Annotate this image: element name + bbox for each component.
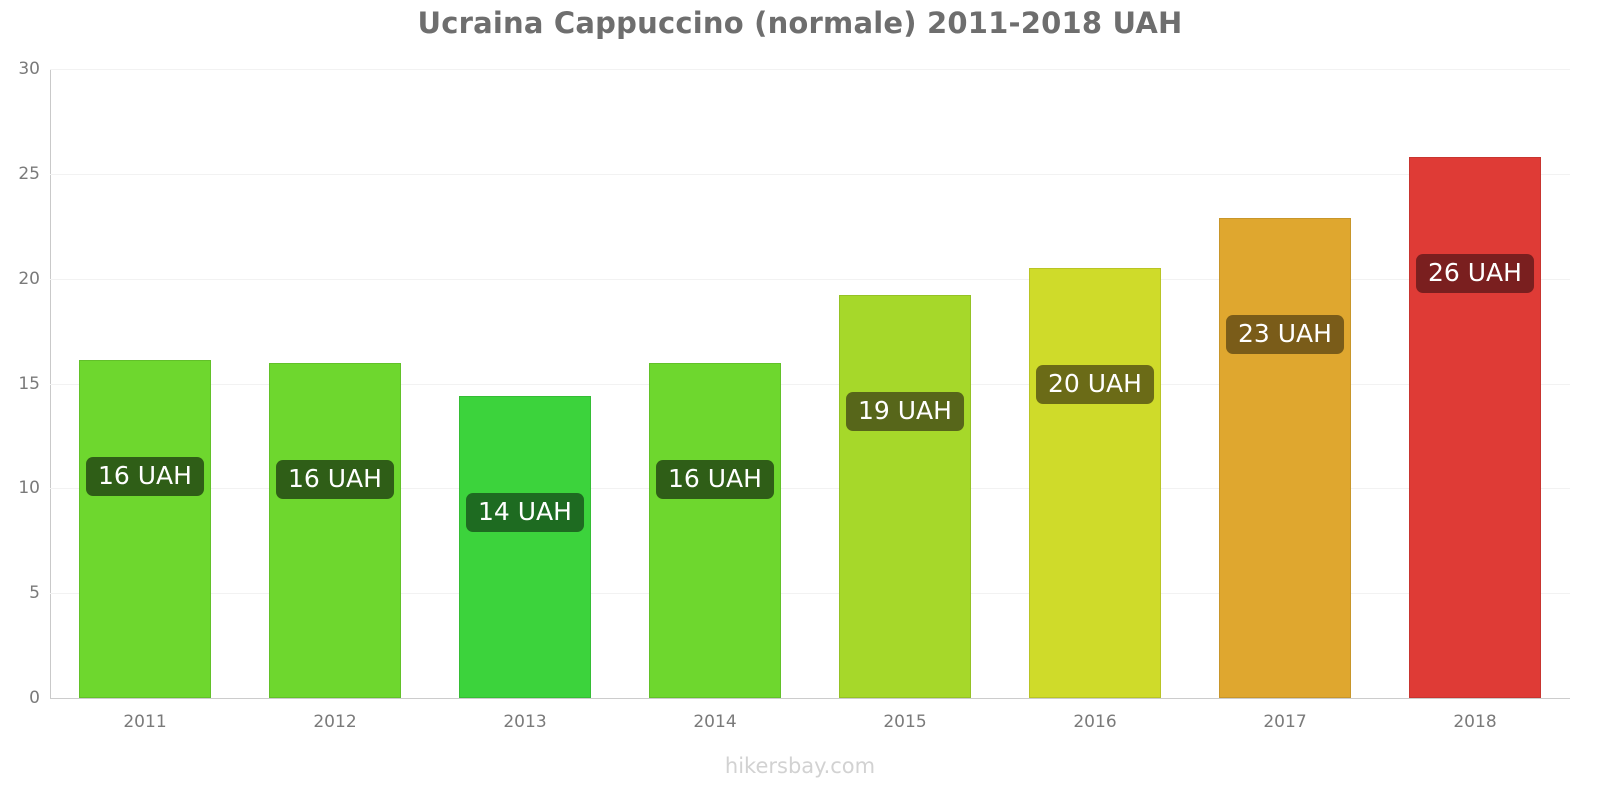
footer-credit: hikersbay.com [724, 754, 876, 778]
bar-value-label: 14 UAH [466, 493, 584, 533]
bar[interactable] [1218, 217, 1352, 698]
bar-value-label: 20 UAH [1036, 365, 1154, 405]
x-axis-tick-label: 2013 [503, 712, 547, 732]
y-axis-tick-label: 5 [29, 583, 40, 604]
bar-column[interactable]: 14 UAH [458, 69, 592, 698]
x-axis-tick-label: 2014 [693, 712, 737, 732]
bar[interactable] [1028, 268, 1162, 698]
bar[interactable] [458, 396, 592, 698]
chart-title: Ucraina Cappuccino (normale) 2011-2018 U… [417, 6, 1183, 40]
bar[interactable] [838, 295, 972, 698]
bar-value-label: 26 UAH [1416, 254, 1534, 294]
bar[interactable] [648, 362, 782, 698]
y-axis-tick-label: 25 [18, 163, 40, 184]
bar-column[interactable]: 23 UAH [1218, 69, 1352, 698]
gridline [50, 69, 1570, 70]
x-axis-tick-label: 2016 [1073, 712, 1117, 732]
gridline [50, 173, 1570, 175]
plot-area: 16 UAH 16 UAH 14 UAH 16 UAH 19 UAH 20 UAH 23 U… [50, 69, 1570, 699]
y-axis-tick-label: 10 [18, 478, 40, 499]
gridline [50, 278, 1570, 280]
x-axis-tick-label: 2012 [313, 712, 357, 732]
gridline [50, 383, 1570, 385]
bar-value-label: 16 UAH [656, 459, 774, 499]
bar[interactable] [1408, 157, 1542, 698]
bar-value-label: 16 UAH [86, 457, 204, 497]
gridline [50, 488, 1570, 490]
bar-column[interactable]: 16 UAH [268, 69, 402, 698]
bar-value-label: 23 UAH [1226, 314, 1344, 354]
x-axis-tick-label: 2011 [123, 712, 167, 732]
bar-value-label: 16 UAH [276, 459, 394, 499]
bar-column[interactable]: 20 UAH [1028, 69, 1162, 698]
bar-value-label: 19 UAH [846, 392, 964, 432]
y-axis-tick-label: 0 [29, 688, 40, 708]
bar-column[interactable]: 16 UAH [648, 69, 782, 698]
x-axis-line [50, 698, 1570, 699]
bar-column[interactable]: 19 UAH [838, 69, 972, 698]
bar-column[interactable]: 26 UAH [1408, 69, 1542, 698]
x-axis-tick-label: 2018 [1453, 712, 1497, 732]
bar-column[interactable]: 16 UAH [78, 69, 212, 698]
y-axis-tick-label: 20 [18, 268, 40, 289]
x-axis-tick-label: 2017 [1263, 712, 1307, 732]
x-axis-tick-label: 2015 [883, 712, 927, 732]
gridline [50, 593, 1570, 595]
y-axis-tick-label: 15 [18, 373, 40, 394]
bar[interactable] [78, 360, 212, 698]
bar[interactable] [268, 362, 402, 698]
y-axis-tick-label: 30 [18, 59, 40, 79]
